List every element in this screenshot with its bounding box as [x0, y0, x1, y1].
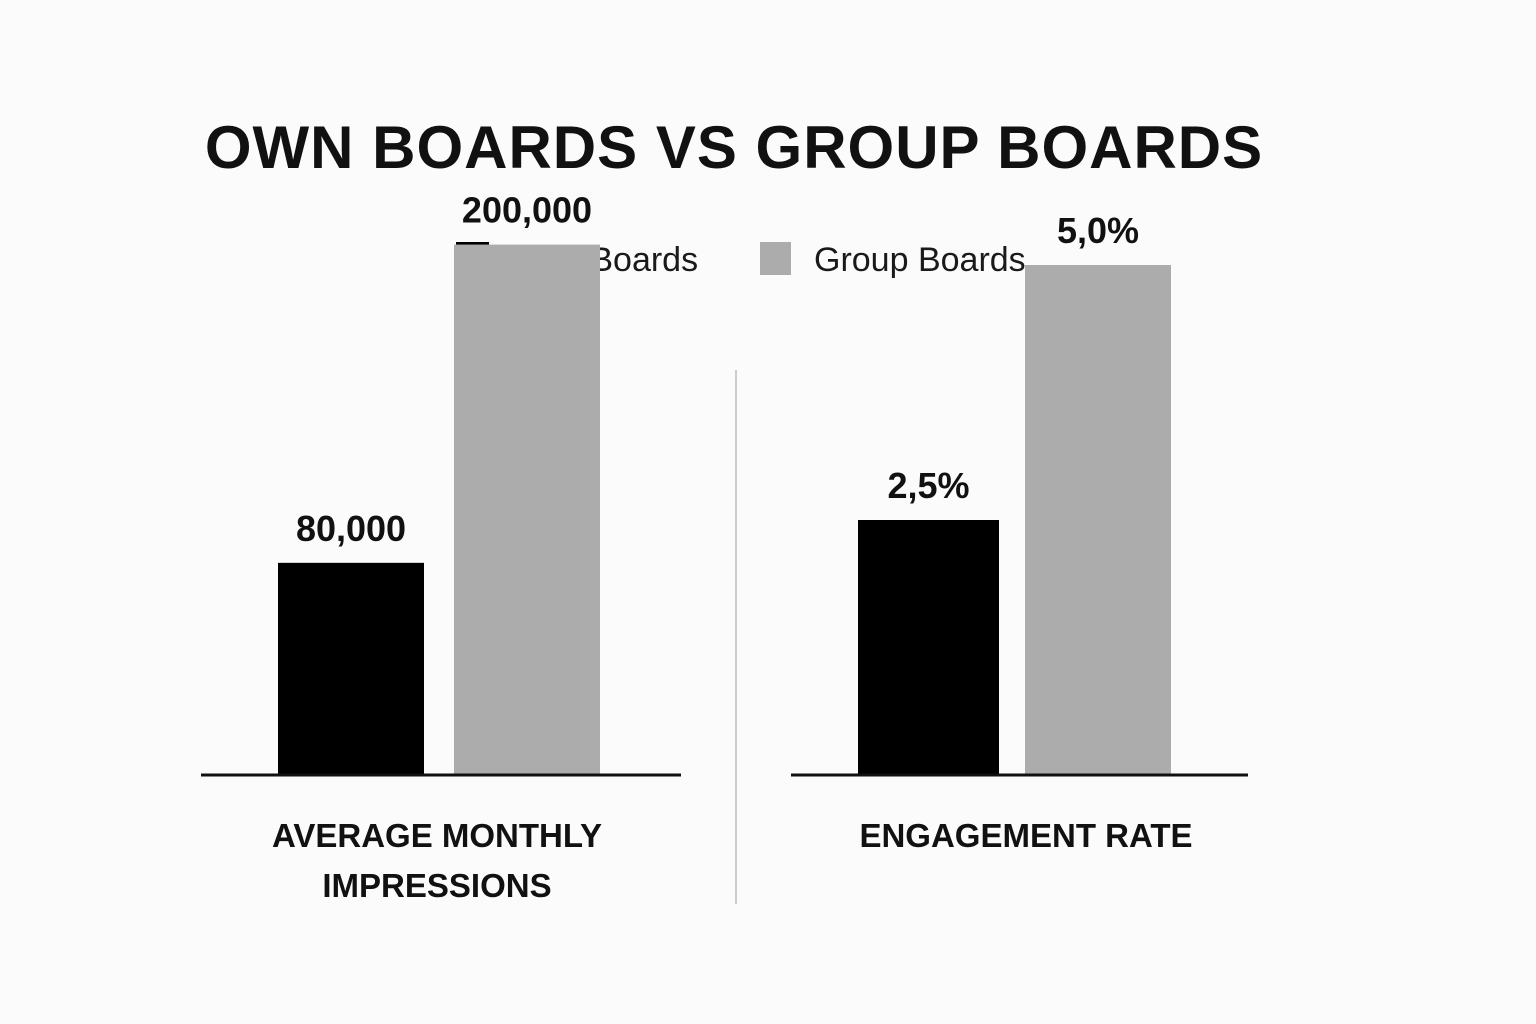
- panel-axis-label: ENGAGEMENT RATE: [859, 817, 1192, 854]
- panel-impressions: 80,000 200,000 AVERAGE MONTHLY IMPRESSIONS: [201, 190, 681, 904]
- chart-title: OWN BOARDS VS GROUP BOARDS: [205, 114, 1263, 181]
- data-label-own-boards: 80,000: [296, 508, 406, 549]
- bar-group-boards: [1025, 265, 1171, 775]
- data-label-group-boards: 5,0%: [1057, 210, 1139, 251]
- data-label-own-boards: 2,5%: [887, 465, 969, 506]
- bar-group-boards: [454, 244, 600, 776]
- bar-own-boards: [858, 520, 999, 775]
- bar-panels: 80,000 200,000 AVERAGE MONTHLY IMPRESSIONS 2…: [201, 190, 1248, 904]
- panel-axis-label: IMPRESSIONS: [322, 867, 551, 904]
- legend-label-group-boards: Group Boards: [814, 241, 1026, 279]
- panel-axis-label: AVERAGE MONTHLY: [272, 817, 602, 854]
- legend-swatch-group-boards: [760, 242, 791, 275]
- bar-own-boards: [278, 562, 424, 775]
- panel-engagement: 2,5% 5,0% ENGAGEMENT RATE: [791, 210, 1248, 854]
- data-label-group-boards: 200,000: [462, 190, 592, 231]
